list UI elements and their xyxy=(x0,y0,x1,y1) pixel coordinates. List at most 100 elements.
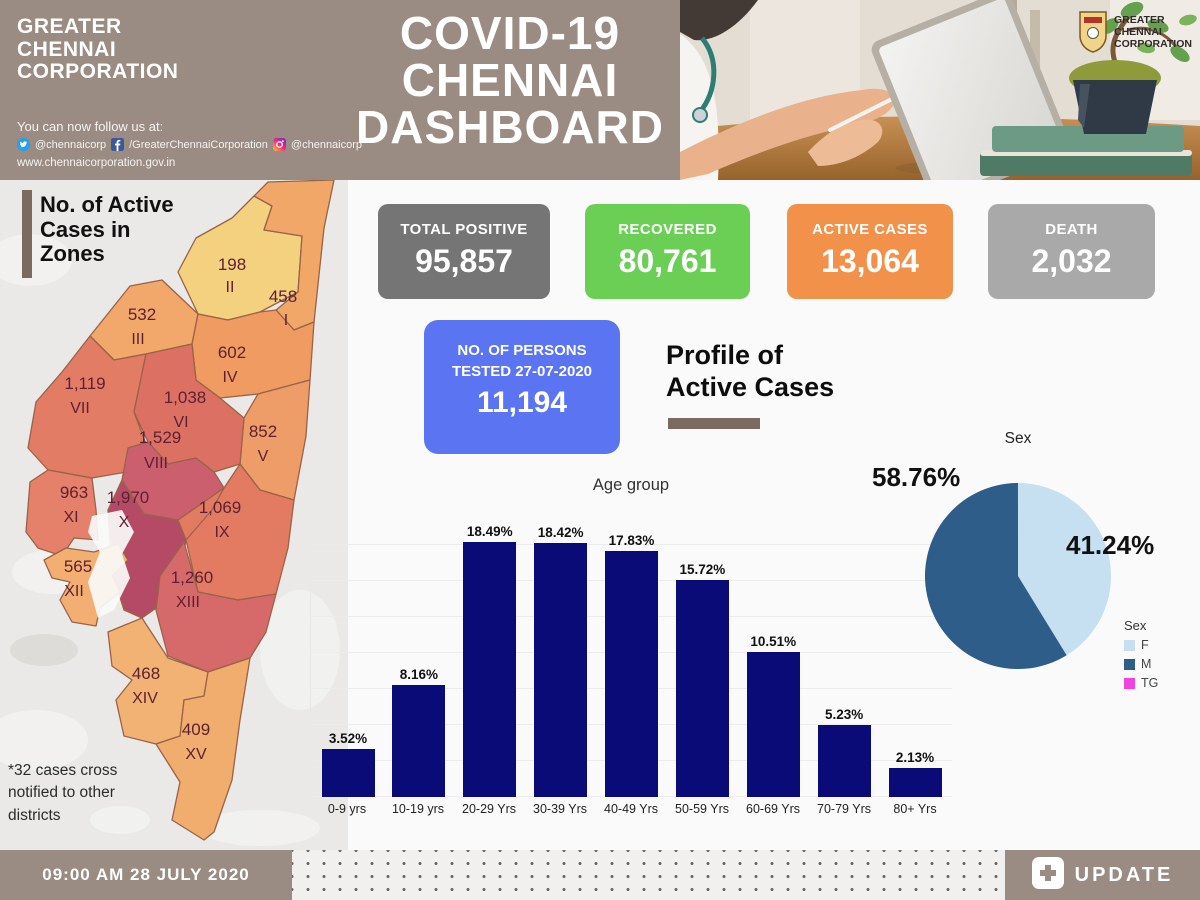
website-link[interactable]: www.chennaicorporation.gov.in xyxy=(17,157,176,169)
plus-icon xyxy=(1031,856,1064,894)
stat-value: 95,857 xyxy=(415,243,513,279)
bar-slot: 8.16% xyxy=(388,666,450,797)
bar-category-label: 30-39 Yrs xyxy=(533,802,587,816)
zone-roman: XIV xyxy=(132,690,158,707)
header: GREATER CHENNAI CORPORATION You can now … xyxy=(0,0,1200,204)
legend-entry-tg: TG xyxy=(1124,676,1158,690)
bar-slot: 2.13% xyxy=(884,750,946,797)
footer-update-block: UPDATE xyxy=(1005,850,1200,900)
bar-value-label: 5.23% xyxy=(824,706,864,722)
pie-legend: Sex F M TG xyxy=(1124,618,1158,695)
bar-category-label: 70-79 Yrs xyxy=(817,802,871,816)
zone-value: 532 xyxy=(128,305,156,324)
bar-value-label: 15.72% xyxy=(679,562,726,578)
sex-pie-chart: Sex 58.76% 41.24% Sex F M TG xyxy=(868,428,1200,718)
zone-roman: XII xyxy=(64,583,84,600)
bar xyxy=(392,684,446,797)
legend-entry-f: F xyxy=(1124,638,1158,652)
profile-heading-underline xyxy=(668,418,760,429)
twitter-icon xyxy=(17,138,30,151)
bar-value-label: 17.83% xyxy=(608,533,655,549)
bar-slot: 5.23% xyxy=(813,707,875,797)
map-note: *32 cases cross notified to other distri… xyxy=(8,762,118,824)
zone-roman: VII xyxy=(70,400,90,417)
bar-slot: 18.49% xyxy=(459,524,521,797)
bar-category-label: 10-19 yrs xyxy=(391,802,445,816)
bar xyxy=(605,551,658,797)
zone-value: 409 xyxy=(182,720,210,739)
bar xyxy=(817,724,871,797)
zone-roman: I xyxy=(284,312,288,329)
plant-pot xyxy=(1073,80,1157,134)
zone-IX xyxy=(177,463,295,601)
legend-label: TG xyxy=(1141,676,1159,690)
map-title-accent-bar xyxy=(22,190,32,278)
zone-value: 1,529 xyxy=(139,428,182,447)
left-arm xyxy=(680,88,896,180)
bar-value-label: 10.51% xyxy=(750,634,797,650)
page-title: COVID-19 CHENNAI DASHBOARD xyxy=(356,7,664,153)
tested-label: NO. OF PERSONS TESTED 27-07-2020 xyxy=(451,342,593,380)
bar xyxy=(888,767,942,797)
right-hand xyxy=(808,119,883,166)
zone-roman: VIII xyxy=(144,455,168,472)
zone-roman: X xyxy=(119,514,130,531)
pie-label-male: 58.76% xyxy=(872,462,961,492)
zone-roman: V xyxy=(258,448,269,465)
facebook-handle[interactable]: /GreaterChennaiCorporation xyxy=(129,138,268,151)
book xyxy=(980,150,1192,176)
bar xyxy=(746,652,800,797)
stat-label: RECOVERED xyxy=(618,221,717,238)
org-name: GREATER CHENNAI CORPORATION xyxy=(17,15,179,84)
legend-entry-m: M xyxy=(1124,657,1158,671)
bar-category-label: 40-49 Yrs xyxy=(604,802,658,816)
bar-slot: 18.42% xyxy=(530,525,592,797)
svg-text:CORPORATION: CORPORATION xyxy=(1114,38,1192,50)
stylus xyxy=(828,94,900,132)
stethoscope xyxy=(697,36,717,114)
stat-card-active-cases: ACTIVE CASES 13,064 xyxy=(787,204,953,299)
bar-category-label: 20-29 Yrs xyxy=(462,802,516,816)
zone-roman: XI xyxy=(63,509,78,526)
instagram-handle[interactable]: @chennaicorp xyxy=(290,138,363,151)
header-photo: GREATER CHENNAI CORPORATION xyxy=(680,0,1200,204)
river xyxy=(88,510,134,618)
bar-value-label: 8.16% xyxy=(399,666,439,682)
zone-map: 198 II 458 I 532 III 602 IV 852 V 1,038 … xyxy=(0,179,348,850)
zone-value: 852 xyxy=(249,422,277,441)
stat-value: 80,761 xyxy=(618,243,717,279)
footer: 09:00 AM 28 JULY 2020 UPDATE xyxy=(0,850,1200,900)
zone-roman: IX xyxy=(214,524,229,541)
legend-title: Sex xyxy=(1124,618,1147,633)
legend-swatch-tg xyxy=(1124,677,1135,689)
legend-label: F xyxy=(1141,638,1149,652)
zone-value: 468 xyxy=(132,664,160,683)
bar-category-label: 0-9 yrs xyxy=(327,802,367,816)
social-row: @chennaicorp /GreaterChennaiCorporation … xyxy=(17,138,362,151)
bar-slot: 15.72% xyxy=(671,562,733,797)
bar-slot: 17.83% xyxy=(601,533,663,797)
age-group-chart: Age group 3.52% 8.16% 18.49% 18.42% 17.83% 15… xyxy=(300,462,962,834)
twitter-handle[interactable]: @chennaicorp xyxy=(35,138,107,151)
bar-value-label: 2.13% xyxy=(895,749,935,765)
gcc-logo: GREATER CHENNAI CORPORATION xyxy=(1079,11,1192,53)
zone-VI xyxy=(133,343,245,473)
stat-value: 2,032 xyxy=(1031,243,1112,279)
tested-value: 11,194 xyxy=(476,386,568,419)
zone-map-svg: 198 II 458 I 532 III 602 IV 852 V 1,038 … xyxy=(0,179,340,846)
bar-category-label: 50-59 Yrs xyxy=(675,802,729,816)
age-chart-title: Age group xyxy=(592,476,670,494)
bar xyxy=(534,543,588,797)
age-chart-plot: 3.52% 8.16% 18.49% 18.42% 17.83% 15.72% 10.51%… xyxy=(310,510,952,797)
update-button[interactable]: UPDATE xyxy=(1031,856,1174,894)
zone-roman: II xyxy=(226,279,235,296)
tested-card: NO. OF PERSONS TESTED 27-07-2020 11,194 xyxy=(424,320,620,454)
zone-value: 565 xyxy=(64,557,92,576)
stat-label: ACTIVE CASES xyxy=(812,221,928,238)
age-cats: 0-9 yrs 10-19 yrs 20-29 Yrs 30-39 Yrs 40-49 … xyxy=(310,802,952,816)
zone-roman: IV xyxy=(222,369,237,386)
zone-value: 1,260 xyxy=(171,568,214,587)
bar-slot: 10.51% xyxy=(742,634,804,797)
zone-roman: VI xyxy=(173,414,188,431)
zone-value: 602 xyxy=(218,343,246,362)
